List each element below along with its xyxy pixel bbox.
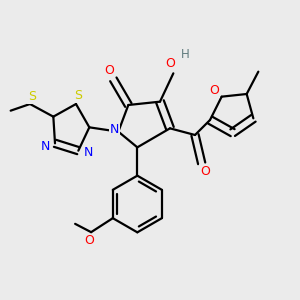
- Text: S: S: [28, 90, 36, 103]
- Text: N: N: [40, 140, 50, 152]
- Text: O: O: [200, 165, 210, 178]
- Text: O: O: [165, 57, 175, 70]
- Text: N: N: [110, 124, 119, 136]
- Text: S: S: [74, 89, 82, 102]
- Text: O: O: [104, 64, 114, 76]
- Text: O: O: [85, 234, 94, 247]
- Text: H: H: [181, 47, 189, 61]
- Text: O: O: [209, 84, 219, 97]
- Text: N: N: [84, 146, 93, 159]
